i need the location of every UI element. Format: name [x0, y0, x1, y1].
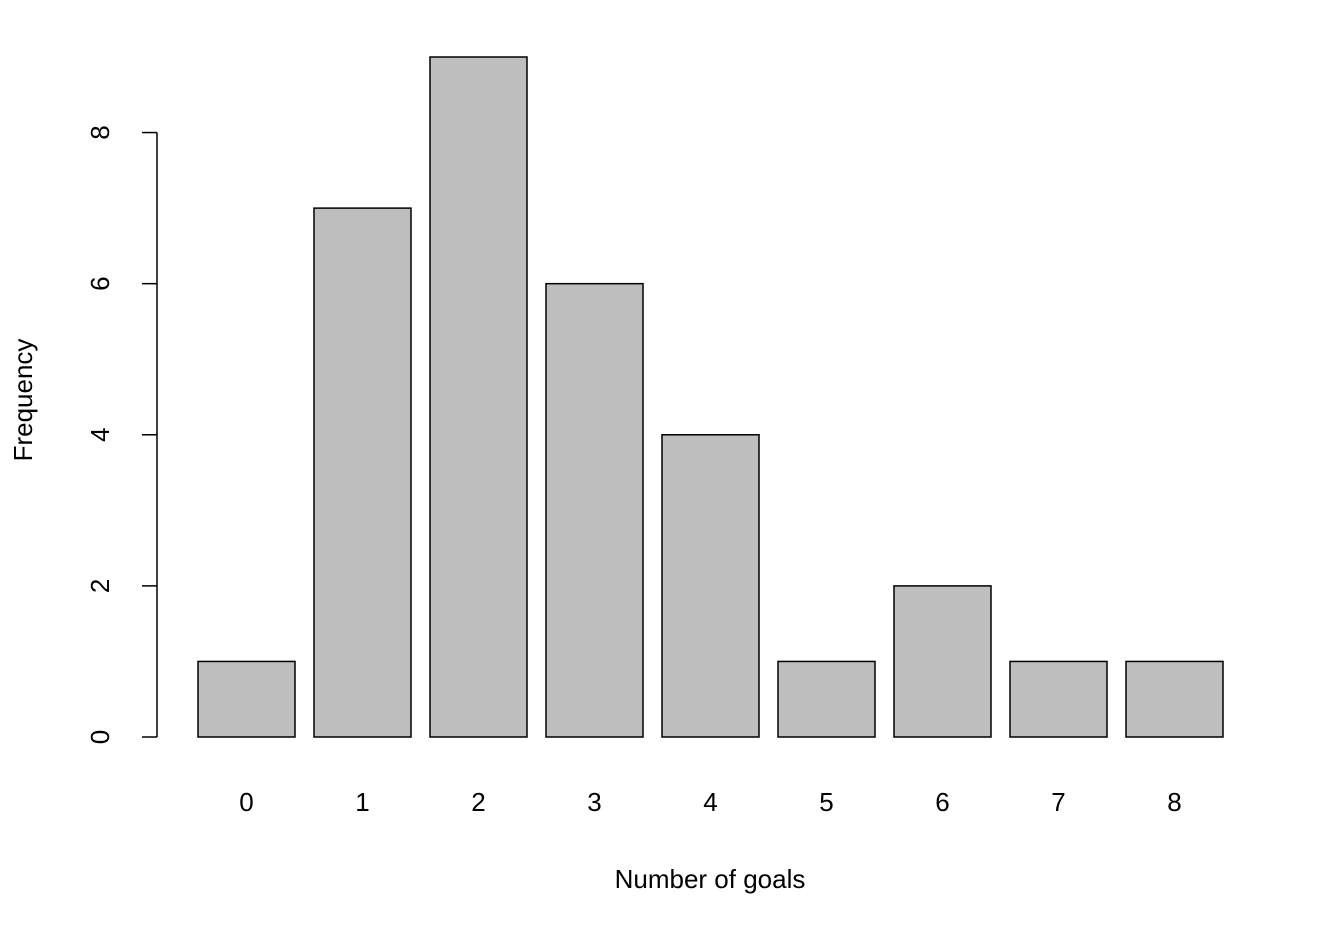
x-tick-label: 0	[239, 787, 253, 817]
x-tick-label: 5	[819, 787, 833, 817]
y-tick-label: 4	[85, 428, 115, 442]
bar	[545, 282, 644, 738]
x-tick-label: 1	[355, 787, 369, 817]
bar	[661, 434, 760, 738]
x-tick-label: 3	[587, 787, 601, 817]
bar	[893, 585, 992, 738]
bar	[1009, 660, 1108, 738]
x-tick-label: 8	[1167, 787, 1181, 817]
x-tick-label: 7	[1051, 787, 1065, 817]
y-tick-label: 0	[85, 730, 115, 744]
bar	[1125, 660, 1224, 738]
y-tick-label: 6	[85, 276, 115, 290]
x-tick-label: 4	[703, 787, 717, 817]
y-axis-label: Frequency	[8, 339, 38, 462]
bar	[777, 660, 876, 738]
y-tick-label: 2	[85, 579, 115, 593]
bar	[313, 207, 412, 738]
bar	[429, 56, 528, 738]
x-axis-label: Number of goals	[615, 864, 806, 894]
x-tick-label: 2	[471, 787, 485, 817]
y-tick-label: 8	[85, 125, 115, 139]
bar	[197, 660, 296, 738]
x-tick-label: 6	[935, 787, 949, 817]
